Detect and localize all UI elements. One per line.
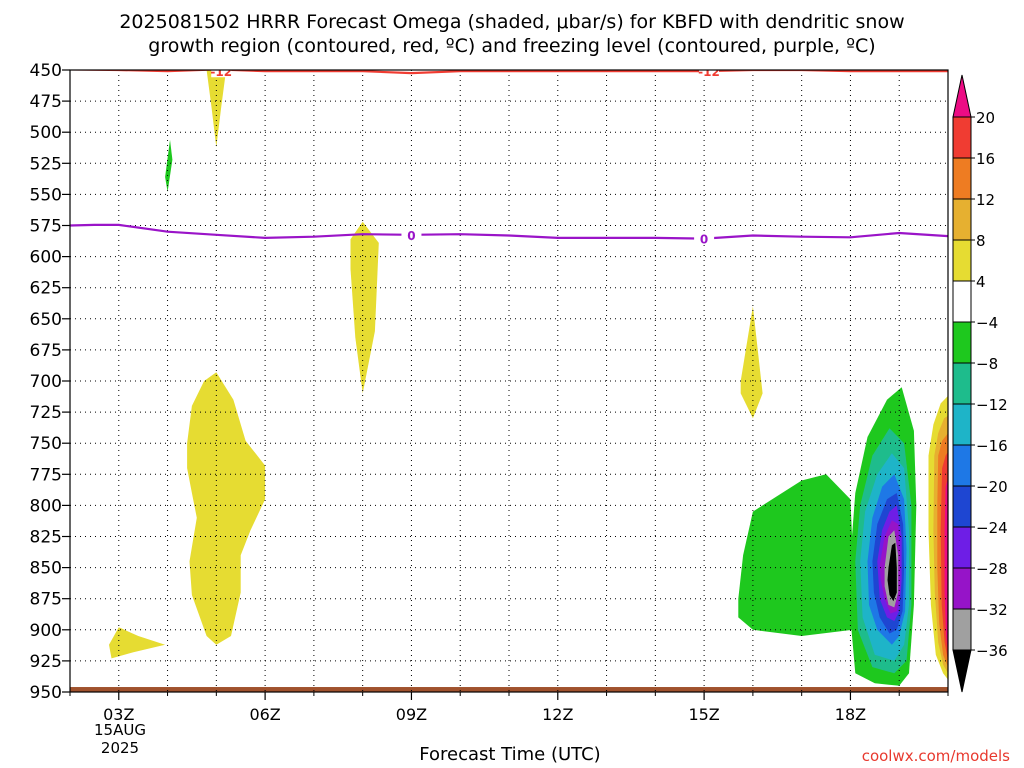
contour-label-bg xyxy=(401,227,422,241)
colorbar-tick-label: −32 xyxy=(976,601,1008,619)
y-tick-label: 600 xyxy=(30,248,62,268)
date-label-year: 2025 xyxy=(100,739,140,757)
plot-area: -12 -12 0 0 xyxy=(70,65,948,692)
chart-title-line-1: 2025081502 HRRR Forecast Omega (shaded, … xyxy=(119,11,905,33)
x-tick-label: 12Z xyxy=(542,705,573,724)
y-tick-label: 800 xyxy=(30,496,62,516)
colorbar-box xyxy=(952,198,972,241)
omega-shade-0 xyxy=(206,70,227,148)
omega-shade-4 xyxy=(187,372,266,645)
y-tick-label: 450 xyxy=(30,61,62,81)
colorbar-tick-label: −28 xyxy=(976,560,1008,578)
contour-label-bg xyxy=(211,70,232,78)
contour-label: 0 xyxy=(407,229,415,243)
colorbar-box xyxy=(952,526,972,569)
colorbar-tick-label: 12 xyxy=(976,191,995,209)
colorbar-tick-label: 20 xyxy=(976,109,995,127)
colorbar-tick-label: −36 xyxy=(976,642,1008,660)
y-tick-label: 625 xyxy=(30,279,62,299)
colorbar-tick-label: −24 xyxy=(976,519,1008,537)
x-tick-label: 06Z xyxy=(249,705,280,724)
y-tick-label: 875 xyxy=(30,590,62,610)
colorbar-box xyxy=(952,403,972,446)
terrain-fill xyxy=(70,687,948,692)
colorbar-box xyxy=(952,444,972,487)
y-tick-label: 825 xyxy=(30,528,62,548)
colorbar-bottom-arrow xyxy=(952,649,972,693)
colorbar-box xyxy=(952,116,972,159)
y-tick-label: 650 xyxy=(30,310,62,330)
colorbar-tick-label: −20 xyxy=(976,478,1008,496)
colorbar-top-arrow xyxy=(952,74,972,118)
colorbar-tick-label: 8 xyxy=(976,232,986,250)
y-tick-label: 925 xyxy=(30,652,62,672)
contour-label-bg xyxy=(694,231,715,245)
y-tick-label: 575 xyxy=(30,217,62,237)
contour-label: -12 xyxy=(698,65,720,79)
omega-shade-2 xyxy=(350,221,379,394)
y-tick-label: 525 xyxy=(30,154,62,174)
contour-label-bg xyxy=(698,70,719,78)
y-tick-label: 900 xyxy=(30,621,62,641)
colorbar-tick-label: −8 xyxy=(976,355,998,373)
credit-link[interactable]: coolwx.com/models xyxy=(861,747,1010,765)
omega-shade-15 xyxy=(887,542,897,602)
colorbar-tick-label: 16 xyxy=(976,150,995,168)
omega-shade-3 xyxy=(740,306,763,419)
date-label-day: 15AUG xyxy=(94,721,146,739)
y-tick-label: 725 xyxy=(30,403,62,423)
contour-line--12 xyxy=(70,70,948,75)
omega-shade-5 xyxy=(109,627,166,659)
colorbar-box xyxy=(952,157,972,200)
x-tick-label: 03Z xyxy=(103,705,134,724)
colorbar-tick-label: −4 xyxy=(976,314,998,332)
contour-line-0 xyxy=(70,223,948,240)
omega-shade-6 xyxy=(738,474,853,636)
omega-shade-20 xyxy=(944,478,948,653)
y-tick-label: 950 xyxy=(30,683,62,703)
x-axis-label: Forecast Time (UTC) xyxy=(419,744,601,765)
y-tick-label: 775 xyxy=(30,465,62,485)
colorbar-tick-label: 4 xyxy=(976,273,986,291)
colorbar-tick-label: −12 xyxy=(976,396,1008,414)
colorbar-box xyxy=(952,567,972,610)
omega-shade-1 xyxy=(165,139,173,192)
colorbar-box xyxy=(952,280,972,323)
contour-label: -12 xyxy=(210,65,232,79)
colorbar-tick-label: −16 xyxy=(976,437,1008,455)
y-tick-label: 850 xyxy=(30,559,62,579)
x-tick-label: 09Z xyxy=(396,705,427,724)
colorbar-box xyxy=(952,321,972,364)
colorbar-box xyxy=(952,485,972,528)
colorbar-box xyxy=(952,608,972,651)
y-tick-label: 550 xyxy=(30,185,62,205)
colorbar-box xyxy=(952,362,972,405)
y-tick-label: 475 xyxy=(30,92,62,112)
y-tick-label: 700 xyxy=(30,372,62,392)
contour-label: 0 xyxy=(700,233,708,247)
x-tick-label: 15Z xyxy=(688,705,719,724)
colorbar-box xyxy=(952,239,972,282)
y-tick-label: 500 xyxy=(30,123,62,143)
y-tick-label: 750 xyxy=(30,434,62,454)
x-tick-label: 18Z xyxy=(835,705,866,724)
chart-title-line-2: growth region (contoured, red, ºC) and f… xyxy=(148,35,876,57)
y-tick-label: 675 xyxy=(30,341,62,361)
